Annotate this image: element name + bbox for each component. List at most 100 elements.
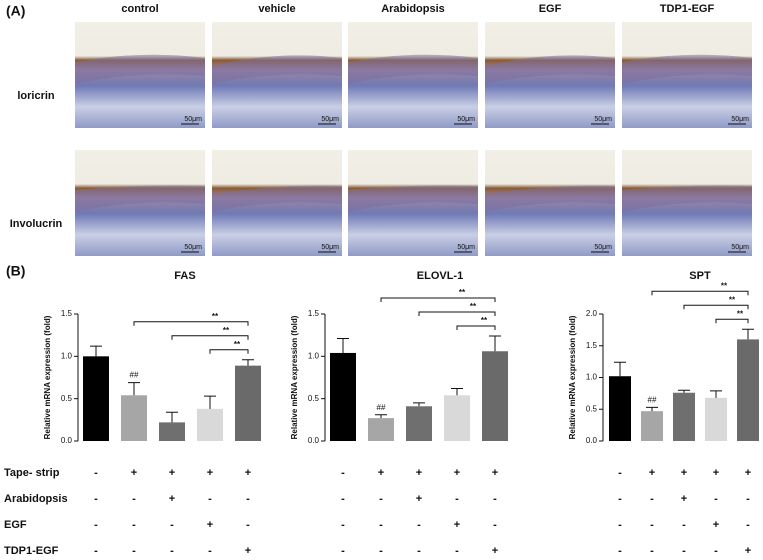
treatment-sign: - [618,519,622,531]
row-label: Involucrin [10,218,63,230]
scale-bar-label: 50μm [321,244,339,251]
bar [368,418,394,441]
bar [641,411,663,441]
scale-bar-label: 50μm [594,244,612,251]
scale-bar-label: 50μm [457,244,475,251]
treatment-sign: + [245,545,251,557]
significance-label: ** [212,312,219,321]
annotation: ## [130,371,139,380]
treatment-sign: - [170,519,174,531]
treatment-sign: - [132,545,136,557]
error-bar [413,402,425,407]
treatment-sign: + [207,519,213,531]
treatment-sign: - [132,519,136,531]
significance-bracket [683,304,749,310]
y-tick-label: 0.5 [308,394,320,403]
epidermis [212,185,342,212]
treatment-sign: - [682,545,686,557]
treatment-sign: - [246,519,250,531]
treatment-sign: - [714,545,718,557]
treatment-sign: - [379,493,383,505]
scale-bar-label: 50μm [184,116,202,123]
y-tick-label: 0.0 [61,436,73,445]
y-axis-label: Relative mRNA expression (fold) [43,315,52,439]
treatment-sign: - [208,545,212,557]
treatment-sign: - [650,519,654,531]
y-tick-label: 1.0 [586,373,598,382]
treatment-sign: - [379,519,383,531]
chart-title: SPT [689,270,711,282]
column-header: EGF [539,3,562,15]
bar [482,351,508,441]
treatment-sign: - [246,493,250,505]
treatment-sign: - [746,519,750,531]
treatment-sign: - [618,545,622,557]
bar [121,395,147,441]
epidermis [622,185,752,212]
treatment-sign: - [618,467,622,479]
error-bar [742,328,754,340]
scale-bar-label: 50μm [321,116,339,123]
y-tick-label: 0.0 [308,436,320,445]
error-bar [90,345,102,357]
bar [705,397,727,441]
treatment-sign: + [416,467,422,479]
significance-bracket [133,321,249,326]
treatment-sign: + [681,493,687,505]
treatment-sign: - [341,545,345,557]
epidermis [75,54,205,84]
treatment-sign: + [745,545,751,557]
treatment-sign: + [454,519,460,531]
treatment-sign: - [417,519,421,531]
epidermis [212,55,342,84]
error-bar [678,389,690,393]
bar [235,365,261,441]
treatment-sign: + [713,519,719,531]
y-tick-label: 1.5 [308,309,320,318]
error-bar [614,361,626,377]
scale-bar-label: 50μm [457,116,475,123]
treatment-sign: + [681,467,687,479]
bar [673,392,695,441]
panel-label: (B) [6,263,25,279]
y-tick-label: 1.0 [308,351,320,360]
significance-label: ** [223,326,230,335]
bar [197,408,223,441]
treatment-sign: - [455,493,459,505]
treatment-sign: + [245,467,251,479]
significance-label: ** [481,316,488,325]
error-bar [710,390,722,398]
error-bar [375,414,387,419]
treatment-sign: + [713,467,719,479]
column-header: control [121,3,158,15]
treatment-sign: - [94,519,98,531]
significance-label: ** [470,302,477,311]
treatment-sign: - [94,467,98,479]
significance-bracket [209,349,249,354]
significance-bracket [171,335,249,340]
error-bar [646,406,658,412]
y-tick-label: 1.5 [586,341,598,350]
annotation: ## [648,395,657,404]
treatment-sign: - [650,493,654,505]
error-bar [204,395,216,409]
panel-label: (A) [6,3,25,19]
significance-bracket [715,318,749,324]
epidermis [485,55,615,84]
treatment-sign: - [341,467,345,479]
y-tick-label: 2.0 [586,309,598,318]
treatment-sign: + [131,467,137,479]
epidermis [348,185,478,212]
error-bar [489,335,501,352]
scale-bar-label: 50μm [731,116,749,123]
treatment-sign: + [492,545,498,557]
treatment-sign: + [169,467,175,479]
chart-title: FAS [174,270,195,282]
scale-bar-label: 50μm [594,116,612,123]
treatment-sign: - [682,519,686,531]
treatment-sign: + [169,493,175,505]
y-tick-label: 0.5 [61,394,73,403]
error-bar [166,411,178,423]
significance-label: ** [459,288,466,297]
